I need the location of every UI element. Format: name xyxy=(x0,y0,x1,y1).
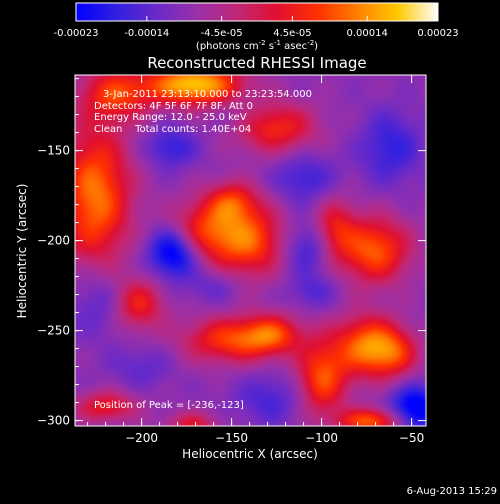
x-axis-title: Heliocentric X (arcsec) xyxy=(182,447,318,461)
y-axis-ticks: −300 −250 −200 −150 xyxy=(37,78,426,428)
y-tick-label: −150 xyxy=(37,144,70,158)
colorbar-tick-label: -0.00014 xyxy=(124,28,169,39)
y-tick-label: −200 xyxy=(37,234,70,248)
colorbar-tick-label: 4.5e-05 xyxy=(273,28,311,39)
y-axis-title: Heliocentric Y (arcsec) xyxy=(15,184,29,319)
info-time-range: 3-Jan-2011 23:13:10.000 to 23:23:54.000 xyxy=(103,89,312,100)
heatmap-image xyxy=(75,75,426,426)
colorbar-strip xyxy=(75,2,439,22)
colorbar-tick-label: -0.00023 xyxy=(54,28,99,39)
x-tick-label: −50 xyxy=(399,431,424,445)
observation-info: 3-Jan-2011 23:13:10.000 to 23:23:54.000 … xyxy=(94,89,312,135)
heatmap-area xyxy=(74,74,427,427)
peak-position-label: Position of Peak = [-236,-123] xyxy=(94,400,244,411)
colorbar-tick-label: 0.00023 xyxy=(417,28,458,39)
y-tick-label: −250 xyxy=(37,324,70,338)
x-axis-ticks: −200 −150 −100 −50 xyxy=(87,75,424,445)
x-tick-label: −200 xyxy=(125,431,158,445)
info-clean-counts: Clean Total counts: 1.40E+04 xyxy=(94,124,251,135)
info-energy-range: Energy Range: 12.0 - 25.0 keV xyxy=(94,112,247,123)
chart-title: Reconstructed RHESSI Image xyxy=(147,54,366,72)
colorbar-unit-label: (photons cm-2 s-1 asec-2) xyxy=(196,39,318,52)
y-tick-label: −300 xyxy=(37,414,70,428)
colorbar-tick-label: 0.00014 xyxy=(346,28,387,39)
colorbar-ticks: -0.00023 -0.00014 -4.5e-05 4.5e-05 0.00014 0.… xyxy=(54,16,459,39)
footer-timestamp: 6-Aug-2013 15:29 xyxy=(407,486,497,497)
heatmap-container xyxy=(75,75,426,426)
colorbar: -0.00023 -0.00014 -4.5e-05 4.5e-05 0.00014 0.… xyxy=(54,2,459,52)
x-tick-label: −100 xyxy=(305,431,338,445)
plot-frame xyxy=(74,74,427,427)
x-tick-label: −150 xyxy=(215,431,248,445)
colorbar-tick-label: -4.5e-05 xyxy=(201,28,243,39)
info-detectors: Detectors: 4F 5F 6F 7F 8F, Att 0 xyxy=(94,101,253,112)
